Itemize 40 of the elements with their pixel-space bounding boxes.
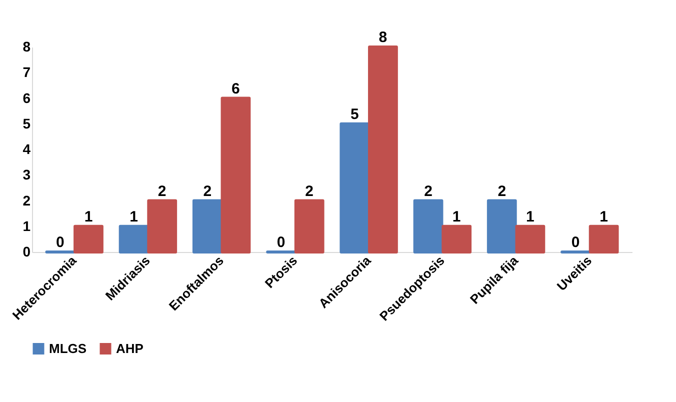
y-tick-label: 1 (22, 218, 31, 234)
data-label: 0 (56, 234, 64, 251)
bar (118, 224, 149, 254)
y-tick-label: 5 (22, 115, 31, 132)
y-tick-label: 6 (22, 90, 31, 106)
data-label: 2 (498, 182, 506, 200)
data-label: 2 (424, 182, 432, 200)
bar (413, 199, 444, 254)
data-label: 6 (232, 80, 240, 98)
bar (340, 122, 370, 254)
y-tick-label: 0 (22, 244, 31, 260)
data-label: 8 (378, 29, 388, 46)
bar (74, 224, 104, 254)
bar (192, 199, 222, 254)
y-tick-label: 2 (22, 192, 31, 208)
bar (515, 224, 546, 254)
bar (368, 46, 398, 254)
data-label: 5 (350, 106, 359, 123)
data-label: 0 (571, 234, 580, 251)
data-label: 2 (203, 182, 212, 200)
legend-label: MLGS (49, 340, 87, 356)
bar (294, 199, 324, 254)
y-tick-label: 7 (22, 64, 31, 80)
data-label: 1 (526, 208, 534, 226)
bar (442, 224, 472, 254)
bar (486, 199, 517, 254)
legend-label: AHP (116, 340, 144, 356)
y-tick-label: 8 (22, 38, 31, 54)
bar (588, 224, 619, 254)
bar (220, 96, 251, 254)
y-tick-label: 4 (22, 141, 31, 157)
data-label: 0 (276, 234, 286, 251)
data-label: 1 (130, 208, 138, 226)
bar (147, 199, 178, 254)
data-label: 2 (305, 182, 314, 200)
data-label: 1 (600, 208, 608, 226)
data-label: 1 (84, 208, 93, 226)
y-tick-label: 3 (22, 166, 31, 183)
data-label: 1 (452, 208, 461, 226)
data-label: 2 (158, 182, 166, 200)
